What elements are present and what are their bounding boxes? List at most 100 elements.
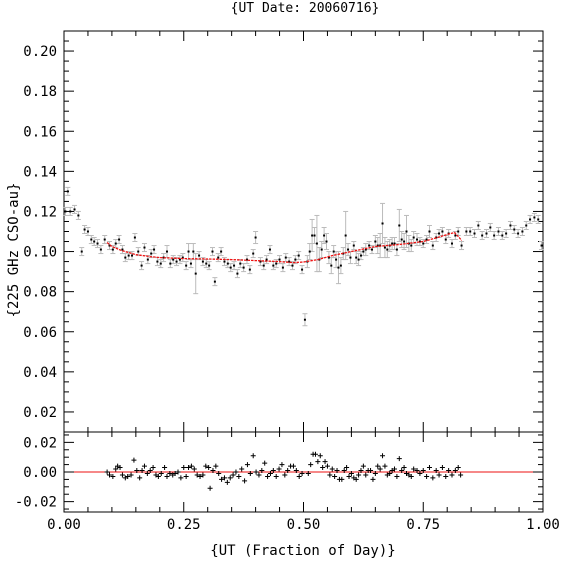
bottom-y-ticks: -0.02 0.00 0.02 [15, 434, 543, 511]
data-point [220, 250, 223, 253]
data-point [265, 258, 268, 261]
data-point [268, 248, 271, 251]
residual-marker [216, 470, 222, 476]
residual-marker [104, 469, 110, 475]
residual-marker [414, 468, 420, 474]
data-point [77, 214, 80, 217]
data-point [103, 238, 106, 241]
residual-marker [219, 476, 225, 482]
data-point [181, 256, 184, 259]
residual-marker [360, 463, 366, 469]
residual-marker [315, 459, 321, 465]
residual-marker [239, 466, 245, 472]
residual-marker [377, 466, 383, 472]
data-point [537, 218, 540, 221]
residual-marker [188, 463, 194, 469]
data-point [313, 234, 316, 237]
y-tick-label: 0.04 [23, 365, 57, 381]
y-tick-label: 0.00 [23, 465, 57, 481]
residual-marker [353, 476, 359, 482]
residual-marker [436, 472, 442, 478]
data-point [505, 232, 508, 235]
residual-marker [207, 485, 213, 491]
data-point [259, 260, 262, 263]
data-point [284, 256, 287, 259]
bottom-x-ticks: 0.00 0.25 0.50 0.75 1.00 [47, 432, 560, 533]
y-axis-label: {225 GHz CSO-au} [6, 183, 22, 318]
residual-marker [363, 472, 369, 478]
data-point [349, 256, 352, 259]
residual-marker [458, 472, 464, 478]
data-point [323, 234, 326, 237]
residual-marker [213, 463, 219, 469]
data-point [441, 230, 444, 233]
x-tick-label: 0.50 [287, 517, 321, 533]
data-point [175, 260, 178, 263]
residual-marker [139, 468, 145, 474]
residual-marker [150, 465, 156, 471]
residual-marker [420, 468, 426, 474]
residual-marker [334, 468, 340, 474]
residual-marker [308, 462, 314, 468]
residual-marker [175, 469, 181, 475]
data-point [352, 244, 355, 247]
data-point [431, 244, 434, 247]
y-tick-label: 0.10 [23, 245, 57, 261]
data-point [355, 256, 358, 259]
data-point [473, 232, 476, 235]
data-point [497, 230, 500, 233]
residual-marker [137, 475, 143, 481]
residual-marker [392, 466, 398, 472]
residual-marker [380, 453, 386, 459]
residual-marker [191, 466, 197, 472]
y-tick-label: 0.06 [23, 325, 57, 341]
data-point [69, 210, 72, 213]
residual-marker [117, 465, 123, 471]
residual-marker [186, 465, 192, 471]
data-point [96, 242, 99, 245]
y-tick-label: 0.20 [23, 44, 57, 60]
residual-marker [247, 470, 253, 476]
residual-marker [446, 468, 452, 474]
data-point [208, 264, 211, 267]
data-point [185, 264, 188, 267]
data-point [477, 224, 480, 227]
data-point [118, 238, 121, 241]
data-point [374, 240, 377, 243]
residual-marker [401, 465, 407, 471]
residual-marker [382, 463, 388, 469]
residual-marker [293, 468, 299, 474]
residual-marker [276, 466, 282, 472]
residual-marker [320, 465, 326, 471]
residual-marker [279, 462, 285, 468]
data-point [513, 228, 516, 231]
data-point [189, 262, 192, 265]
residual-marker [411, 466, 417, 472]
residual-marker [417, 470, 423, 476]
data-point [457, 230, 460, 233]
data-point [438, 232, 441, 235]
data-point [465, 230, 468, 233]
data-point [111, 248, 114, 251]
data-point [450, 242, 453, 245]
data-point [460, 244, 463, 247]
data-point [90, 238, 93, 241]
data-point [248, 268, 251, 271]
data-point [213, 280, 216, 283]
data-point [153, 248, 156, 251]
data-point [376, 244, 379, 247]
data-point [73, 208, 76, 211]
data-point [485, 232, 488, 235]
residual-marker [233, 469, 239, 475]
data-point [236, 272, 239, 275]
data-point [108, 244, 111, 247]
residual-marker [332, 473, 338, 479]
data-point [533, 216, 536, 219]
residual-marker [194, 472, 200, 478]
residual-marker [253, 469, 259, 475]
residual-marker [172, 470, 178, 476]
data-point [114, 242, 117, 245]
y-tick-label: 0.12 [23, 204, 57, 220]
residual-marker [181, 465, 187, 471]
